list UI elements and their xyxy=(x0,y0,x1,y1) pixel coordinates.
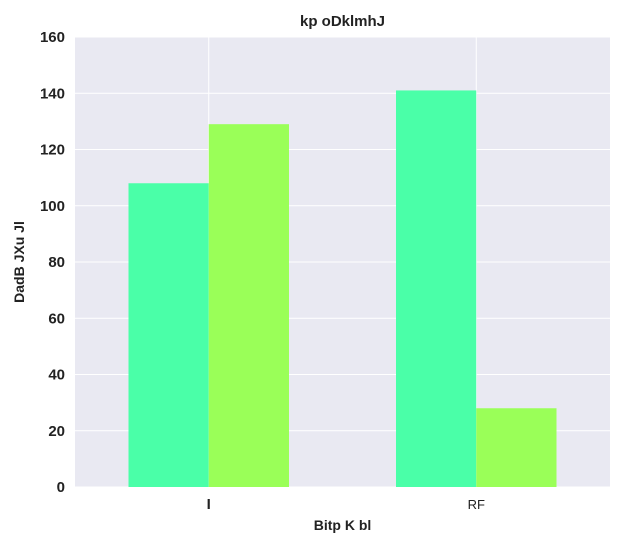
y-axis-ticks: 0 20 40 60 80 100 120 140 160 xyxy=(40,29,65,496)
y-tick-label: 40 xyxy=(48,367,65,384)
bars xyxy=(128,90,557,487)
y-tick-label: 140 xyxy=(40,85,65,102)
bar-I-series-2 xyxy=(208,124,289,487)
y-tick-label: 0 xyxy=(57,479,65,496)
y-tick-label: 120 xyxy=(40,142,65,159)
x-axis-title: Bitp K bl xyxy=(314,517,372,533)
y-tick-label: 60 xyxy=(48,310,65,327)
x-axis-ticks: I RF xyxy=(207,496,485,513)
chart-title: kp oDklmhJ xyxy=(300,13,385,30)
y-axis-title: DadB JXu Jl xyxy=(11,221,27,303)
y-tick-label: 80 xyxy=(48,254,65,271)
bar-RF-series-2 xyxy=(476,408,557,487)
y-tick-label: 100 xyxy=(40,198,65,215)
y-tick-label: 20 xyxy=(48,423,65,440)
x-tick-label: RF xyxy=(468,497,485,512)
x-tick-label: I xyxy=(207,496,211,513)
bar-I-series-1 xyxy=(128,183,209,487)
y-tick-label: 160 xyxy=(40,29,65,46)
bar-RF-series-1 xyxy=(396,90,477,487)
